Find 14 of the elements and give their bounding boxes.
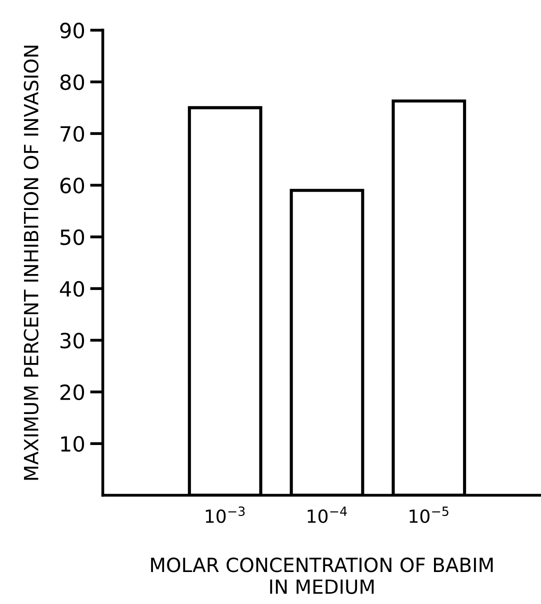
x-tick-label: 10$^{−4}$ bbox=[308, 506, 347, 524]
x-axis-title: MOLAR CONCENTRATION OF BABIM IN MEDIUM bbox=[151, 558, 493, 594]
y-tick-label: 20 bbox=[60, 384, 84, 400]
y-tick-label: 80 bbox=[60, 74, 84, 90]
y-tick-label: 60 bbox=[60, 178, 84, 194]
y-tick-label: 90 bbox=[60, 22, 84, 38]
x-tick-label: 10$^{−3}$ bbox=[206, 506, 245, 524]
y-tick-label: 40 bbox=[60, 281, 84, 297]
y-tick-label: 10 bbox=[61, 436, 84, 452]
y-tick-label: 70 bbox=[60, 126, 84, 142]
y-axis-title: MAXIMUM PERCENT INHIBITION OF INVASION bbox=[24, 46, 38, 480]
y-tick-label: 30 bbox=[60, 332, 84, 348]
x-tick-label: 10$^{−5}$ bbox=[410, 506, 448, 524]
y-tick-label: 50 bbox=[60, 229, 84, 246]
